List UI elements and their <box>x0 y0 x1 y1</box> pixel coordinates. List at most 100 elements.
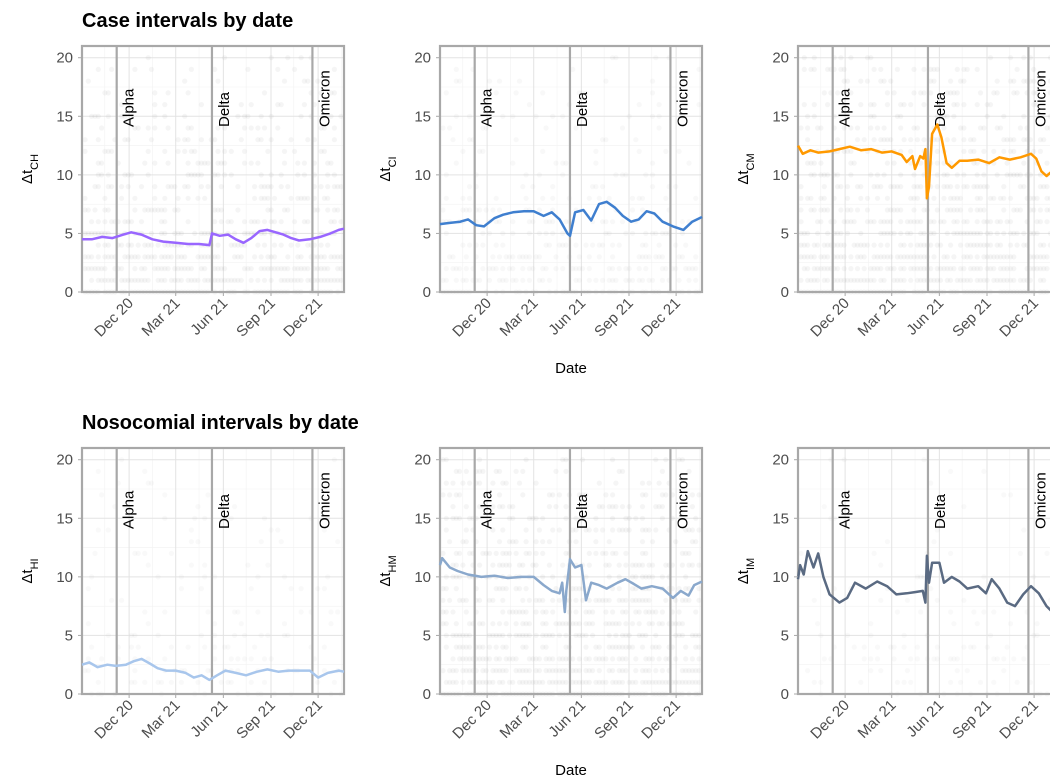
scatter-point <box>971 184 977 190</box>
scatter-point <box>175 195 181 201</box>
scatter-point <box>964 242 970 248</box>
scatter-point <box>811 266 817 272</box>
scatter-point <box>974 184 980 190</box>
scatter-point <box>811 679 817 685</box>
scatter-point <box>987 242 994 248</box>
scatter-point <box>964 66 970 72</box>
scatter-point <box>105 113 111 119</box>
scatter-point <box>453 679 459 685</box>
scatter-point <box>838 66 844 72</box>
scatter-point <box>815 230 821 236</box>
scatter-point <box>453 562 459 568</box>
scatter-point <box>278 266 284 272</box>
scatter-point <box>132 266 138 272</box>
scatter-point <box>911 66 917 72</box>
scatter-point <box>878 219 884 225</box>
scatter-point <box>954 277 960 283</box>
scatter-point <box>623 562 629 568</box>
variant-label: Delta <box>932 493 949 529</box>
scatter-point <box>1014 90 1020 96</box>
scatter-point <box>934 644 940 650</box>
scatter-point <box>493 550 499 557</box>
scatter-point <box>480 679 486 685</box>
scatter-point <box>878 184 884 190</box>
scatter-point <box>576 254 582 260</box>
y-axis-title: ΔtCI <box>377 156 399 181</box>
scatter-point <box>954 195 960 201</box>
scatter-point <box>242 656 248 662</box>
scatter-point <box>145 148 151 154</box>
scatter-point <box>1041 266 1047 272</box>
scatter-point <box>653 504 659 510</box>
scatter-point <box>636 148 642 154</box>
scatter-point <box>686 597 692 603</box>
scatter-point <box>526 230 533 236</box>
scatter-point <box>162 102 168 108</box>
y-tick-label: 15 <box>414 510 431 527</box>
scatter-point <box>623 609 629 615</box>
scatter-point <box>911 172 917 178</box>
variant-label: Omicron <box>316 70 333 127</box>
scatter-point <box>626 632 632 639</box>
scatter-point <box>815 242 821 248</box>
scatter-point <box>315 277 321 283</box>
scatter-point <box>864 219 871 225</box>
scatter-point <box>944 184 950 190</box>
scatter-point <box>934 137 940 143</box>
scatter-point <box>536 207 543 213</box>
scatter-point <box>318 90 324 96</box>
scatter-point <box>944 172 950 178</box>
scatter-point <box>550 492 556 498</box>
scatter-point <box>841 277 847 283</box>
scatter-point <box>215 172 221 178</box>
scatter-point <box>102 148 108 154</box>
scatter-point <box>142 679 148 685</box>
scatter-point <box>526 277 533 283</box>
scatter-point <box>463 207 469 213</box>
scatter-point <box>510 504 516 510</box>
scatter-point <box>984 277 990 283</box>
scatter-point <box>1034 621 1040 627</box>
scatter-point <box>145 125 151 131</box>
scatter-point <box>503 586 509 592</box>
scatter-point <box>977 277 984 283</box>
scatter-point <box>649 574 656 580</box>
scatter-point <box>486 550 493 557</box>
scatter-point <box>215 242 221 248</box>
scatter-point <box>1037 277 1043 283</box>
scatter-point <box>891 90 897 96</box>
scatter-point <box>928 78 934 84</box>
scatter-point <box>888 184 894 190</box>
y-tick-label: 0 <box>65 284 73 301</box>
scatter-point <box>321 254 327 260</box>
scatter-point <box>99 266 105 272</box>
scatter-point <box>331 137 337 143</box>
scatter-point <box>443 527 449 533</box>
scatter-point <box>673 539 679 545</box>
scatter-point <box>463 668 469 674</box>
scatter-point <box>1041 184 1047 190</box>
scatter-point <box>331 90 337 96</box>
scatter-point <box>261 266 268 272</box>
scatter-point <box>520 668 526 674</box>
scatter-point <box>663 597 669 603</box>
scatter-point <box>619 125 626 131</box>
scatter-point <box>178 230 184 236</box>
scatter-point <box>261 90 268 96</box>
scatter-point <box>1044 160 1050 166</box>
scatter-point <box>646 679 652 685</box>
scatter-point <box>590 184 596 190</box>
scatter-point <box>457 574 463 580</box>
scatter-point <box>258 266 264 272</box>
scatter-point <box>291 266 298 272</box>
scatter-point <box>944 207 950 213</box>
scatter-point <box>580 90 586 96</box>
scatter-point <box>974 242 980 248</box>
scatter-point <box>450 254 456 260</box>
scatter-point <box>483 668 489 674</box>
scatter-point <box>271 254 278 260</box>
scatter-point <box>295 172 301 178</box>
scatter-point <box>981 242 987 248</box>
scatter-point <box>954 184 960 190</box>
scatter-point <box>934 66 940 72</box>
